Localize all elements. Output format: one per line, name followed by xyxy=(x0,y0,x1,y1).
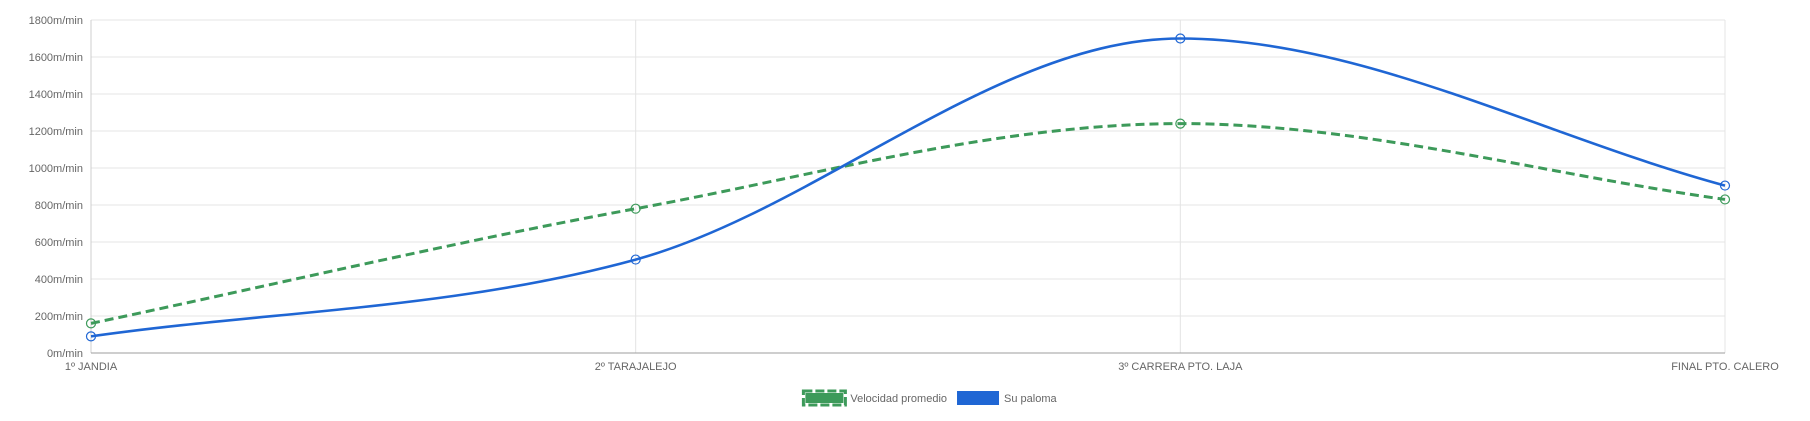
y-tick-label: 1800m/min xyxy=(29,15,83,27)
legend-label: Velocidad promedio xyxy=(850,393,947,405)
y-tick-label: 200m/min xyxy=(35,311,83,323)
data-point xyxy=(85,331,97,342)
grid xyxy=(91,19,1726,353)
y-tick-label: 400m/min xyxy=(35,274,83,286)
legend[interactable]: Velocidad promedio Su paloma xyxy=(801,389,1057,407)
y-tick-label: 1600m/min xyxy=(29,52,83,64)
y-tick-label: 800m/min xyxy=(35,200,83,212)
legend-swatch-fill xyxy=(805,393,844,403)
legend-swatch xyxy=(957,391,1000,405)
data-point xyxy=(1175,118,1186,129)
y-tick-label: 1000m/min xyxy=(29,163,83,175)
axes xyxy=(90,20,1725,354)
data-point xyxy=(630,254,641,265)
data-point xyxy=(1175,33,1186,44)
data-point xyxy=(630,203,641,214)
data-points xyxy=(85,33,1731,342)
x-tick-label: 1º JANDIA xyxy=(65,361,118,373)
legend-swatch xyxy=(801,389,847,407)
series-lines xyxy=(90,37,1726,338)
y-tick-label: 0m/min xyxy=(47,348,83,360)
y-tick-label: 1200m/min xyxy=(29,126,83,138)
data-point xyxy=(85,318,97,329)
x-tick-label: 2º TARAJALEJO xyxy=(595,361,677,373)
legend-label: Su paloma xyxy=(1004,393,1057,405)
legend-item[interactable]: Su paloma xyxy=(957,391,1057,405)
series-line-2 xyxy=(90,37,1726,338)
data-point xyxy=(1719,194,1731,205)
x-tick-label: 3º CARRERA PTO. LAJA xyxy=(1118,361,1243,373)
y-tick-label: 600m/min xyxy=(35,237,83,249)
axis-labels: 0m/min 200m/min 400m/min 600m/min 800m/min 10… xyxy=(29,15,1780,373)
x-tick-label: FINAL PTO. CALERO xyxy=(1671,361,1779,373)
legend-item[interactable]: Velocidad promedio xyxy=(801,389,947,407)
y-tick-label: 1400m/min xyxy=(29,89,83,101)
data-point xyxy=(1719,180,1731,191)
series-line-1 xyxy=(90,122,1726,325)
